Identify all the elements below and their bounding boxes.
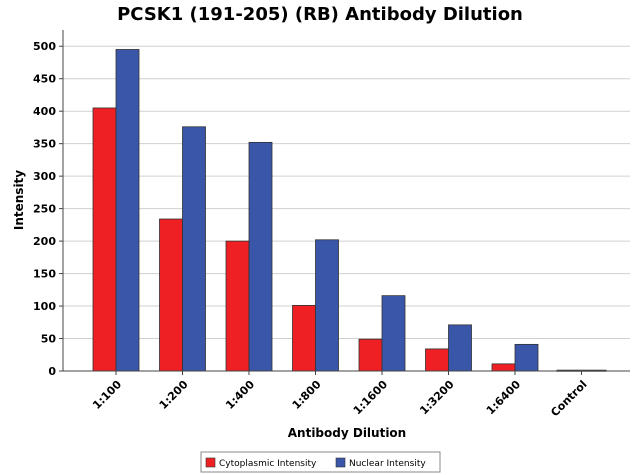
bar-cytoplasmic [425,348,449,372]
bar-nuclear [381,295,406,372]
x-tick-label: 1:3200 [417,378,457,418]
y-tick-label: 450 [33,73,56,86]
legend-label: Cytoplasmic Intensity [219,459,317,469]
x-tick-label: 1:200 [157,378,191,412]
y-tick-label: 150 [33,268,56,281]
y-tick-label: 300 [33,170,56,183]
x-tick-label: 1:800 [290,378,324,412]
y-tick-label: 100 [33,300,56,313]
x-tick-label: 1:1600 [351,378,391,418]
x-axis-label: Antibody Dilution [288,426,406,440]
y-axis-ticks: 0 50 100 150 200 250 300 350 400 450 500 [33,40,63,378]
bar-nuclear [248,141,273,372]
y-tick-label: 200 [33,235,56,248]
x-tick-label: 1:100 [90,378,124,412]
y-tick-label: 500 [33,40,56,53]
x-axis-ticks: 1:100 1:200 1:400 1:800 1:1600 1:3200 1:6400 Co… [90,371,590,419]
bars [92,49,607,372]
bar-cytoplasmic [292,304,316,372]
bar-nuclear [315,239,339,372]
y-tick-label: 350 [33,138,56,151]
bar-cytoplasmic [491,363,516,372]
bar-cytoplasmic [92,107,117,372]
x-tick-label: 1:6400 [484,378,524,418]
y-tick-label: 400 [33,105,56,118]
legend-label: Nuclear Intensity [349,459,426,469]
legend-box [200,451,441,473]
legend-swatch [335,457,346,468]
legend: Cytoplasmic Intensity Nuclear Intensity [200,451,441,473]
x-tick-label: 1:400 [223,378,257,412]
bar-nuclear [115,49,140,372]
y-tick-label: 50 [41,333,57,346]
x-tick-label: Control [548,378,589,419]
bar-cytoplasmic [358,338,383,372]
bar-nuclear [448,324,472,372]
bar-cytoplasmic [225,240,250,372]
y-tick-label: 0 [48,365,56,378]
y-tick-label: 250 [33,203,56,216]
chart-title: PCSK1 (191-205) (RB) Antibody Dilution [117,4,523,25]
gridlines [63,45,630,340]
bar-nuclear [182,126,206,372]
bar-nuclear [514,343,539,372]
legend-swatch [205,457,216,468]
bar-cytoplasmic [159,218,183,372]
y-axis-label: Intensity [12,170,26,230]
